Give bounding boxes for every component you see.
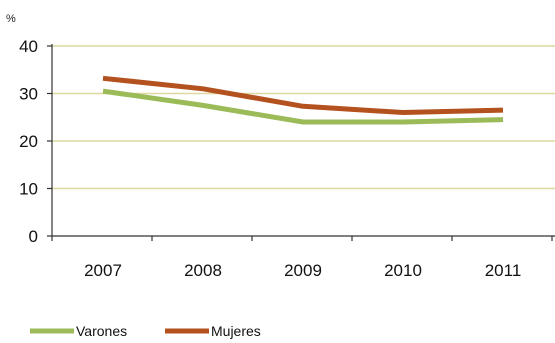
x-tick-label-2011: 2011	[485, 261, 522, 280]
x-tick-label-2010: 2010	[384, 261, 422, 280]
series-lines	[102, 75, 504, 125]
gridlines	[52, 45, 555, 190]
y-tick-label-40: 40	[19, 37, 38, 56]
x-tick-label-2009: 2009	[284, 261, 322, 280]
legend-label-mujeres: Mujeres	[211, 323, 261, 339]
x-axis-tick-labels: 2007 2008 2009 2010 2011	[84, 261, 521, 280]
series-line-mujeres	[102, 75, 504, 115]
legend-label-varones: Varones	[76, 323, 127, 339]
x-tick-label-2007: 2007	[84, 261, 122, 280]
axes	[47, 44, 555, 241]
y-axis-unit-label: %	[6, 13, 16, 25]
y-tick-label-20: 20	[19, 132, 38, 151]
y-tick-label-30: 30	[19, 85, 38, 104]
y-tick-label-0: 0	[29, 227, 38, 246]
y-axis-tick-labels: 0 10 20 30 40	[19, 37, 38, 246]
legend: Varones Mujeres	[30, 323, 261, 339]
y-tick-label-10: 10	[19, 180, 38, 199]
x-tick-label-2008: 2008	[184, 261, 222, 280]
series-line-varones	[102, 88, 504, 125]
